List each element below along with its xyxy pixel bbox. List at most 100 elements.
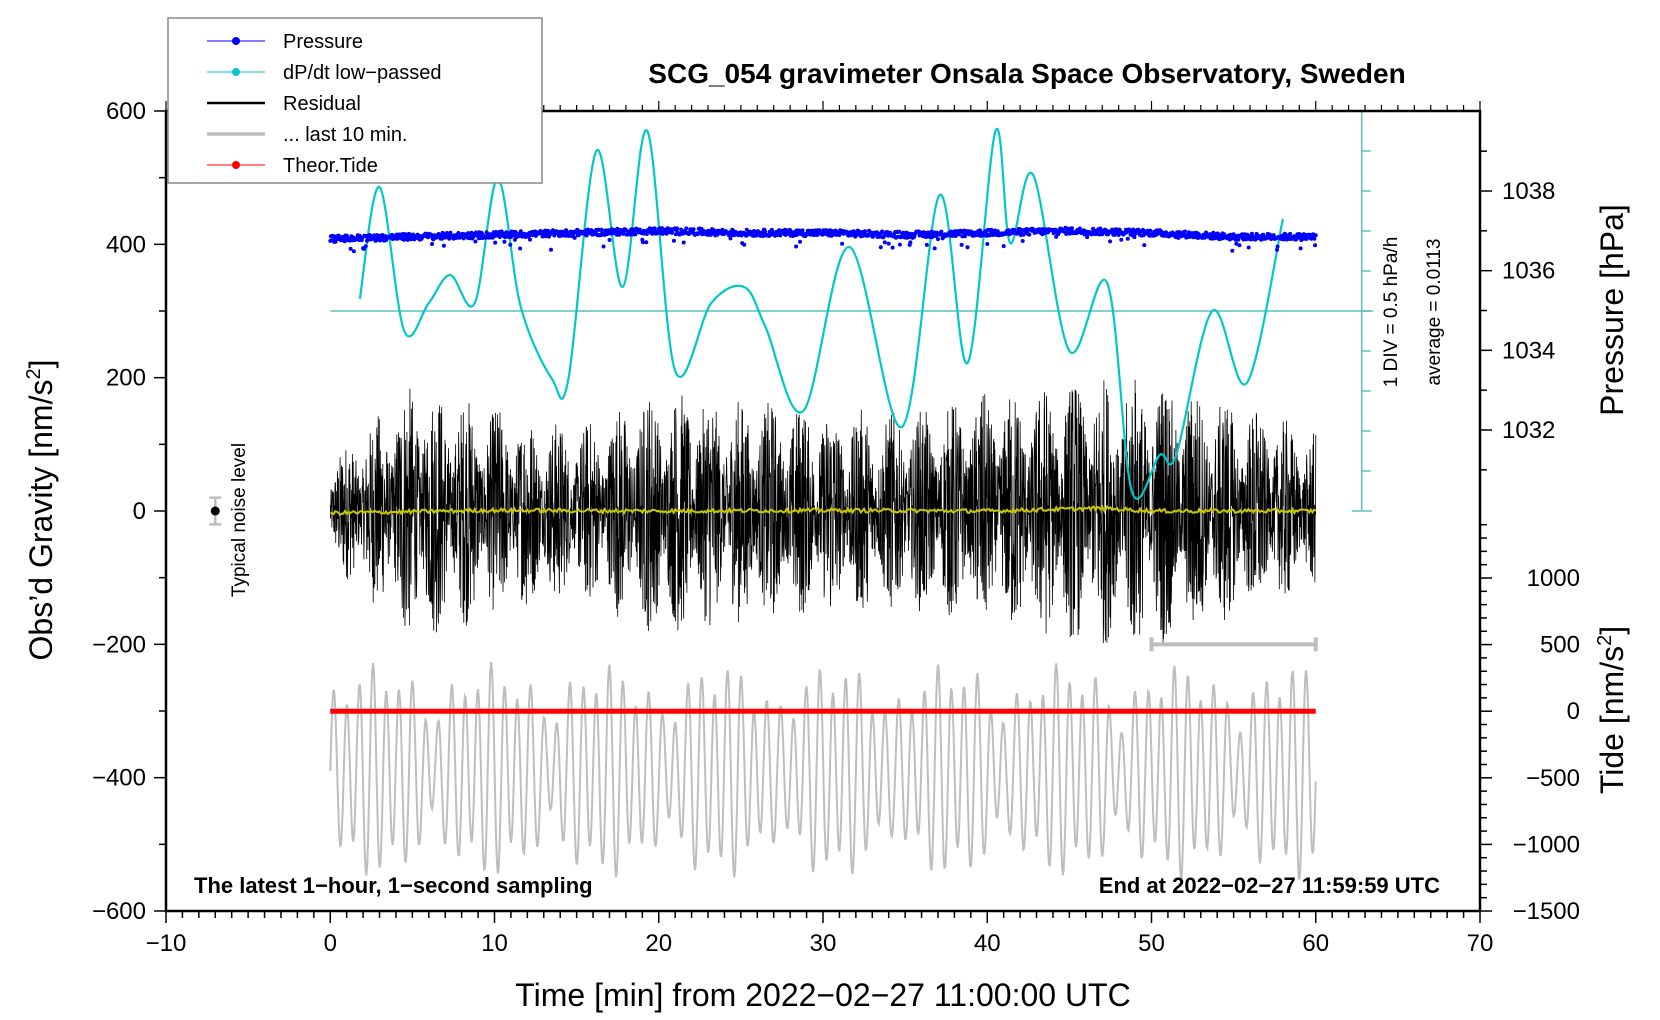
- pressure-point: [466, 231, 471, 236]
- tide-tick-label: −500: [1526, 765, 1580, 792]
- legend-label: ... last 10 min.: [283, 124, 408, 146]
- pressure-point: [684, 226, 689, 231]
- pressure-point: [552, 233, 557, 238]
- annotation-sampling: The latest 1−hour, 1−second sampling: [194, 873, 593, 898]
- pressure-point: [599, 227, 604, 232]
- pressure-point: [660, 226, 664, 231]
- pressure-point: [912, 234, 917, 239]
- pressure-point: [1183, 229, 1187, 234]
- pressure-point: [493, 240, 498, 245]
- legend-entry: dP/dt low−passed: [207, 62, 441, 84]
- y-axis-title-left: Obs’d Gravity [nm/s2]: [23, 360, 59, 661]
- legend-label: Pressure: [283, 31, 363, 53]
- tide-tick-label: −1500: [1513, 898, 1580, 925]
- pressure-point: [348, 246, 353, 251]
- x-tick-label: 40: [974, 930, 1001, 957]
- pressure-point: [763, 229, 768, 234]
- pressure-point: [1053, 227, 1058, 232]
- pressure-point: [1001, 244, 1006, 249]
- legend-label: Theor.Tide: [283, 155, 378, 177]
- pressure-point: [817, 228, 822, 233]
- series-last-10-min-line: [329, 661, 1317, 880]
- pressure-point: [985, 242, 990, 246]
- pressure-point: [441, 243, 446, 248]
- y-tick-label: −400: [92, 765, 146, 792]
- pressure-point: [1236, 237, 1241, 242]
- pressure-point: [508, 242, 513, 247]
- plot-content: [209, 110, 1374, 880]
- x-tick-label: 10: [481, 930, 508, 957]
- pressure-point: [641, 240, 645, 245]
- pressure-point: [1132, 235, 1137, 240]
- series-residual-mean-line: [330, 504, 1317, 517]
- pressure-point: [798, 239, 802, 244]
- pressure-point: [333, 239, 338, 244]
- legend-label: Residual: [283, 93, 361, 115]
- pressure-tick-label: 1038: [1502, 178, 1555, 205]
- pressure-point: [995, 229, 1000, 234]
- pressure-point: [1085, 235, 1090, 240]
- pressure-point: [644, 240, 649, 245]
- pressure-point: [959, 242, 964, 247]
- annotation-noise-level: Typical noise level: [229, 443, 250, 597]
- noise-point: [210, 506, 220, 516]
- pressure-point: [351, 249, 356, 254]
- tide-tick-label: 500: [1540, 632, 1580, 659]
- pressure-point: [572, 235, 577, 240]
- pressure-point: [1119, 237, 1124, 242]
- x-tick-label: 60: [1302, 930, 1329, 957]
- pressure-point: [906, 231, 911, 236]
- pressure-point: [1271, 233, 1276, 238]
- x-axis-title: Time [min] from 2022−02−27 11:00:00 UTC: [515, 977, 1130, 1013]
- pressure-point: [633, 232, 638, 237]
- pressure-point: [1296, 235, 1301, 240]
- y-tick-label: 0: [133, 498, 146, 525]
- legend-entry: Residual: [207, 93, 361, 115]
- pressure-point: [936, 237, 940, 242]
- x-tick-label: 30: [810, 930, 837, 957]
- pressure-point: [675, 226, 680, 231]
- pressure-point: [681, 240, 686, 245]
- pressure-point: [1313, 233, 1318, 238]
- pressure-point: [1112, 232, 1117, 237]
- x-tick-label: 50: [1138, 930, 1165, 957]
- pressure-point: [1275, 247, 1279, 252]
- pressure-point: [606, 228, 611, 233]
- legend: Pressure dP/dt low−passed Residual ... last…: [167, 17, 543, 184]
- x-tick-label: 0: [324, 930, 337, 957]
- pressure-point: [924, 242, 929, 247]
- pressure-point: [932, 246, 937, 251]
- pressure-point: [447, 236, 452, 241]
- pressure-point: [1230, 248, 1235, 253]
- pressure-point: [528, 237, 532, 242]
- y-tick-label: 600: [106, 98, 146, 125]
- pressure-tick-label: 1034: [1502, 337, 1555, 364]
- pressure-point: [908, 240, 913, 245]
- pressure-point: [607, 238, 612, 242]
- y-tick-label: 200: [106, 365, 146, 392]
- pressure-point: [1054, 234, 1059, 239]
- pressure-point: [878, 245, 883, 250]
- pressure-point: [430, 242, 435, 246]
- pressure-point: [877, 234, 882, 239]
- pressure-point: [363, 244, 368, 249]
- pressure-point: [540, 234, 545, 239]
- pressure-point: [1298, 246, 1303, 251]
- pressure-point: [965, 245, 970, 250]
- legend-label: dP/dt low−passed: [283, 62, 441, 84]
- pressure-point: [1250, 231, 1254, 236]
- pressure-point: [1020, 239, 1025, 243]
- x-tick-label: 20: [645, 930, 672, 957]
- pressure-point: [601, 244, 606, 249]
- pressure-point: [728, 236, 733, 241]
- pressure-point: [1237, 243, 1242, 248]
- tide-tick-label: 1000: [1527, 565, 1580, 592]
- series-residual-line: [329, 379, 1317, 645]
- pressure-point: [1288, 231, 1293, 236]
- pressure-point: [1234, 241, 1239, 246]
- y-tick-label: 400: [106, 231, 146, 258]
- annotation-average: average = 0.0113: [1424, 238, 1445, 385]
- annotation-div: 1 DIV = 0.5 hPa/h: [1381, 237, 1402, 388]
- tide-tick-label: 0: [1567, 698, 1580, 725]
